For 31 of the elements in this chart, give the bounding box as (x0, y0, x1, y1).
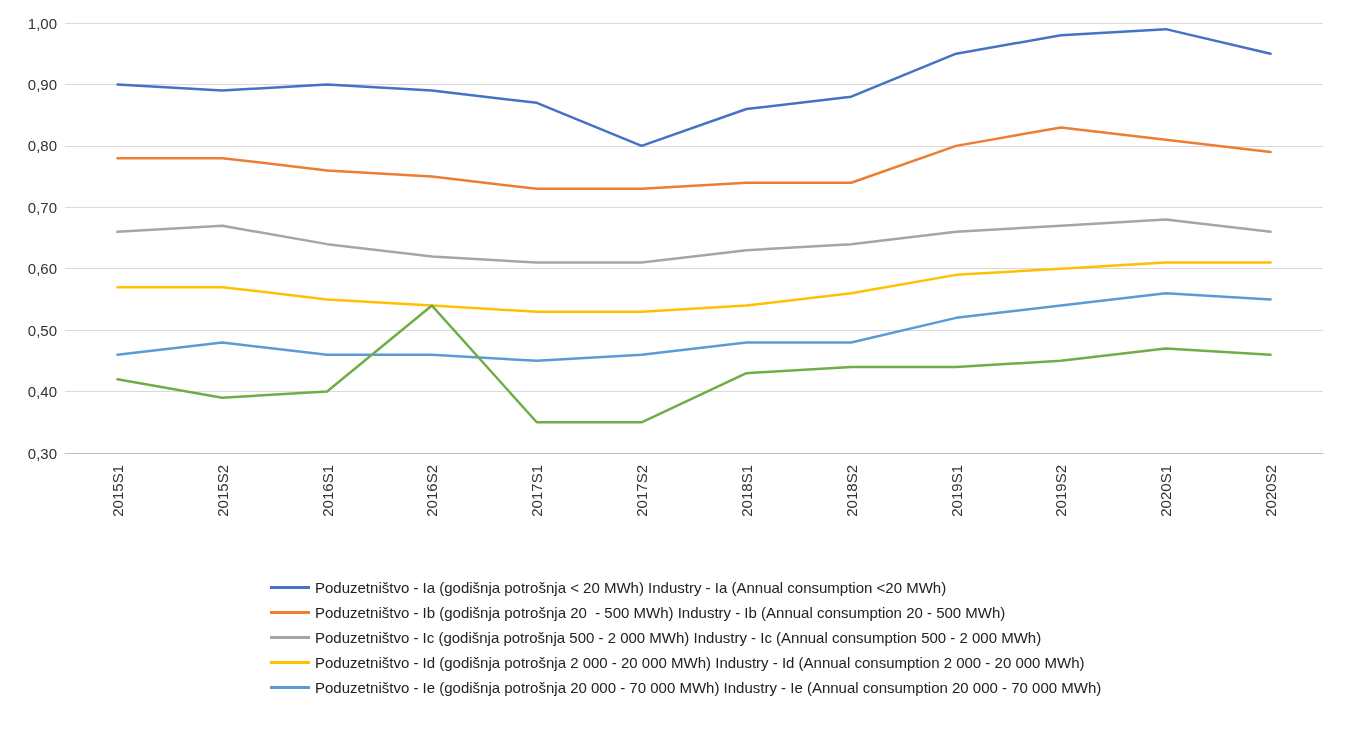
legend-label: Poduzetništvo - Ia (godišnja potrošnja < 20 MWh) Industry - Ia (Annual consumption <20 MWh) (315, 579, 947, 596)
x-tick-label: 2017S1 (528, 465, 546, 517)
x-tick-label: 2016S2 (423, 465, 441, 517)
x-tick-label: 2015S1 (108, 465, 126, 517)
y-tick-label: 0,50 (27, 321, 57, 339)
y-tick-label: 1,00 (27, 14, 57, 32)
line-series (116, 218, 1272, 264)
x-tick-label: 2019S1 (947, 465, 965, 517)
line-series (116, 261, 1272, 313)
x-tick-label: 2020S1 (1157, 465, 1175, 517)
line-series (116, 304, 1272, 424)
y-tick-label: 0,40 (27, 383, 57, 401)
legend-label: Poduzetništvo - Id (godišnja potrošnja 2 000 - 20 000 MWh) Industry - Id (Annual consumption 2 000 - 20 000 MWh) (315, 654, 1085, 671)
legend-label: Poduzetništvo - Ie (godišnja potrošnja 20 000 - 70 000 MWh) Industry - Ie (Annual consumption 20 000 - 70 000 MWh) (315, 679, 1102, 696)
x-tick-label: 2016S1 (318, 465, 336, 517)
x-tick-label: 2017S2 (633, 465, 651, 517)
y-tick-label: 0,90 (27, 75, 57, 93)
y-tick-label: 0,70 (27, 198, 57, 216)
x-tick-label: 2018S2 (842, 465, 860, 517)
line-series (116, 27, 1272, 148)
x-tick-label: 2019S2 (1052, 465, 1070, 517)
y-tick-label: 0,80 (27, 137, 57, 155)
line-series (116, 126, 1272, 191)
x-tick-label: 2018S1 (737, 465, 755, 517)
line-series (116, 292, 1272, 363)
legend-label: Poduzetništvo - Ic (godišnja potrošnja 500 - 2 000 MWh) Industry - Ic (Annual consumption 500 - 2 000 MWh) (315, 629, 1042, 646)
x-tick-label: 2015S2 (213, 465, 231, 517)
y-tick-label: 0,30 (27, 444, 57, 462)
x-tick-label: 2020S2 (1262, 465, 1280, 517)
y-tick-label: 0,60 (27, 260, 57, 278)
legend-label: Poduzetništvo - Ib (godišnja potrošnja 20 - 500 MWh) Industry - Ib (Annual consumption 20 - 500 MWh) (315, 604, 1006, 621)
